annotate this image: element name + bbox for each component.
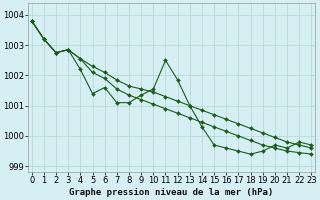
X-axis label: Graphe pression niveau de la mer (hPa): Graphe pression niveau de la mer (hPa) (69, 188, 274, 197)
